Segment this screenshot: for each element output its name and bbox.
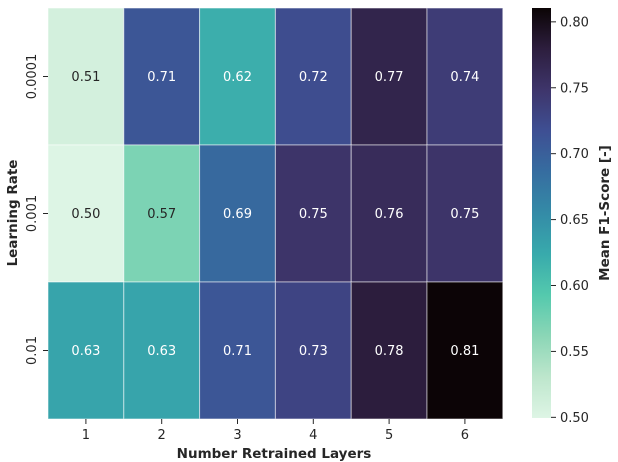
cell-value-label: 0.62 — [223, 70, 252, 85]
cell-value-label: 0.71 — [147, 70, 176, 85]
colorbar-tick-label: 0.65 — [560, 213, 589, 228]
heatmap-cell — [350, 281, 428, 420]
heatmap-cell — [274, 7, 352, 146]
heatmap-cell — [123, 144, 201, 283]
cell-value-label: 0.76 — [375, 207, 404, 222]
heatmap-cell — [47, 7, 125, 146]
x-axis-ticks: 1 2 3 4 5 6 — [82, 419, 469, 443]
cell-value-label: 0.75 — [299, 207, 328, 222]
colorbar-tick-label: 0.70 — [560, 147, 589, 162]
x-tick-label: 2 — [158, 428, 166, 443]
y-tick-label: 0.001 — [25, 195, 40, 232]
y-tick-label: 0.01 — [25, 336, 40, 365]
x-tick-label: 6 — [461, 428, 469, 443]
heatmap-cell — [350, 7, 428, 146]
colorbar-label: Mean F1-Score [-] — [597, 145, 613, 281]
cell-value-label: 0.50 — [71, 207, 100, 222]
cell-value-label: 0.81 — [450, 344, 479, 359]
x-tick-label: 3 — [233, 428, 241, 443]
y-axis-label: Learning Rate — [5, 160, 21, 267]
cell-value-label: 0.72 — [299, 70, 328, 85]
cell-value-label: 0.73 — [299, 344, 328, 359]
cell-value-label: 0.78 — [375, 344, 404, 359]
heatmap-cell — [274, 281, 352, 420]
heatmap-cell — [426, 281, 504, 420]
heatmap-cells: 0.51 0.71 0.62 0.72 0.77 0.74 0.50 0.57 0.69 0.75… — [47, 7, 504, 420]
colorbar-tick-label: 0.50 — [560, 411, 589, 426]
cell-value-label: 0.51 — [71, 70, 100, 85]
y-tick-label: 0.0001 — [25, 54, 40, 100]
cell-value-label: 0.57 — [147, 207, 176, 222]
heatmap-cell — [123, 281, 201, 420]
colorbar: 0.50 0.55 0.60 0.65 0.70 0.75 0.80 — [532, 8, 589, 426]
colorbar-tick-label: 0.55 — [560, 345, 589, 360]
x-tick-label: 1 — [82, 428, 90, 443]
heatmap-cell — [426, 7, 504, 146]
cell-value-label: 0.75 — [450, 207, 479, 222]
heatmap-cell — [199, 7, 276, 146]
x-tick-label: 5 — [385, 428, 393, 443]
heatmap-cell — [199, 281, 276, 420]
cell-value-label: 0.71 — [223, 344, 252, 359]
colorbar-tick-label: 0.60 — [560, 279, 589, 294]
cell-value-label: 0.77 — [375, 70, 404, 85]
cell-value-label: 0.69 — [223, 207, 252, 222]
cell-value-label: 0.63 — [71, 344, 100, 359]
x-axis-label: Number Retrained Layers — [177, 446, 372, 462]
x-tick-label: 4 — [309, 428, 317, 443]
cell-value-label: 0.63 — [147, 344, 176, 359]
heatmap-cell — [47, 281, 125, 420]
cell-value-label: 0.74 — [450, 70, 479, 85]
colorbar-ticks: 0.50 0.55 0.60 0.65 0.70 0.75 0.80 — [551, 15, 589, 426]
colorbar-gradient — [532, 8, 551, 418]
heatmap-cell — [426, 144, 504, 283]
colorbar-tick-label: 0.75 — [560, 81, 589, 96]
colorbar-tick-label: 0.80 — [560, 15, 589, 30]
heatmap-cell — [123, 7, 201, 146]
heatmap-cell — [274, 144, 352, 283]
y-axis-ticks: 0.0001 0.001 0.01 — [25, 54, 48, 365]
